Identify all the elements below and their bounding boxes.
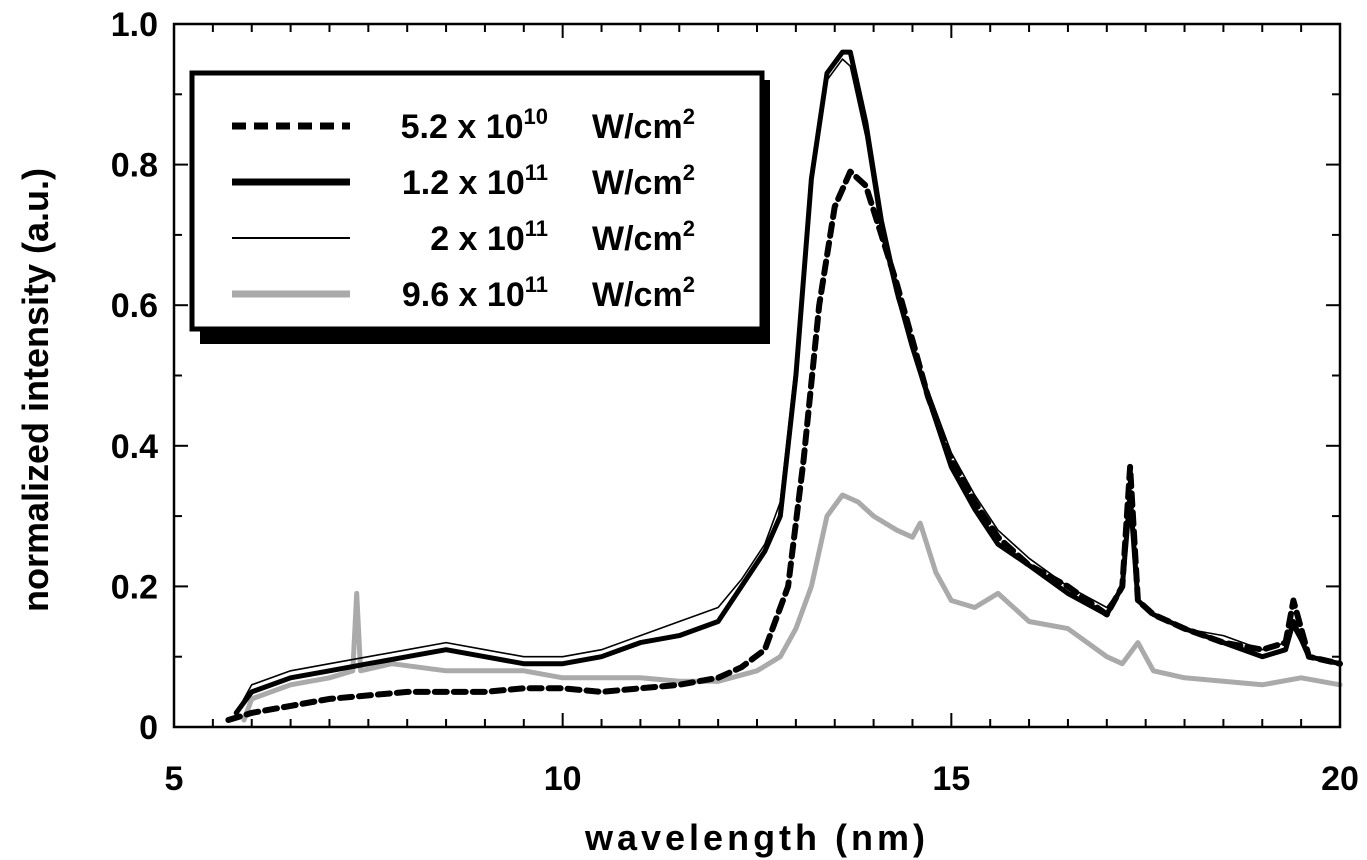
legend-unit: W/cm bbox=[592, 220, 683, 258]
legend-unit-2: W/cm2 bbox=[592, 160, 695, 202]
legend-exponent: 10 bbox=[524, 104, 548, 129]
y-tick-label: 0.6 bbox=[111, 287, 158, 325]
y-tick-label: 0 bbox=[139, 709, 158, 747]
x-tick-labels: 5 10 15 20 bbox=[165, 760, 1359, 798]
y-tick-label: 1.0 bbox=[111, 6, 158, 44]
legend-exponent: 11 bbox=[525, 216, 548, 241]
series-line-2 bbox=[233, 49, 1343, 716]
legend-box bbox=[189, 70, 765, 332]
legend-unit: W/cm bbox=[592, 276, 683, 314]
y-tick-label: 0.8 bbox=[111, 147, 158, 185]
legend-unit-exponent: 2 bbox=[683, 216, 695, 241]
x-tick-label: 5 bbox=[165, 760, 184, 798]
x-axis-title: wavelength (nm) bbox=[584, 817, 929, 858]
legend-label-2: 1.2 x 1011 bbox=[402, 160, 548, 202]
legend-mantissa: 1.2 x 10 bbox=[402, 164, 525, 202]
y-axis-title: normalized intensity (a.u.) bbox=[15, 168, 56, 612]
legend-exponent: 11 bbox=[525, 160, 548, 185]
y-tick-label: 0.2 bbox=[111, 568, 158, 606]
legend-unit-exponent: 2 bbox=[683, 160, 695, 185]
legend-mantissa: 5.2 x 10 bbox=[401, 108, 524, 146]
legend-unit: W/cm bbox=[592, 164, 683, 202]
x-tick-label: 10 bbox=[544, 760, 582, 798]
x-tick-label: 20 bbox=[1321, 760, 1359, 798]
legend-label-1: 5.2 x 1010 bbox=[401, 104, 548, 146]
legend-unit-4: W/cm2 bbox=[592, 272, 695, 314]
legend-label-4: 9.6 x 1011 bbox=[402, 272, 548, 314]
legend-unit-exponent: 2 bbox=[683, 272, 695, 297]
series-line-4 bbox=[241, 492, 1343, 723]
legend-unit-1: W/cm2 bbox=[592, 104, 695, 146]
legend-mantissa: 9.6 x 10 bbox=[402, 276, 525, 314]
legend-mantissa: 2 x 10 bbox=[430, 220, 525, 258]
legend-label-3: 2 x 1011 bbox=[430, 216, 548, 258]
legend-exponent: 11 bbox=[525, 272, 548, 297]
y-tick-labels: 0 0.2 0.4 0.6 0.8 1.0 bbox=[111, 6, 158, 747]
legend-unit-3: W/cm2 bbox=[592, 216, 695, 258]
legend-unit-exponent: 2 bbox=[683, 104, 695, 129]
lines-layer bbox=[225, 49, 1343, 723]
plot-frame bbox=[172, 22, 1342, 729]
legend-unit: W/cm bbox=[592, 108, 683, 146]
y-tick-label: 0.4 bbox=[111, 428, 158, 466]
x-tick-label: 15 bbox=[932, 760, 970, 798]
